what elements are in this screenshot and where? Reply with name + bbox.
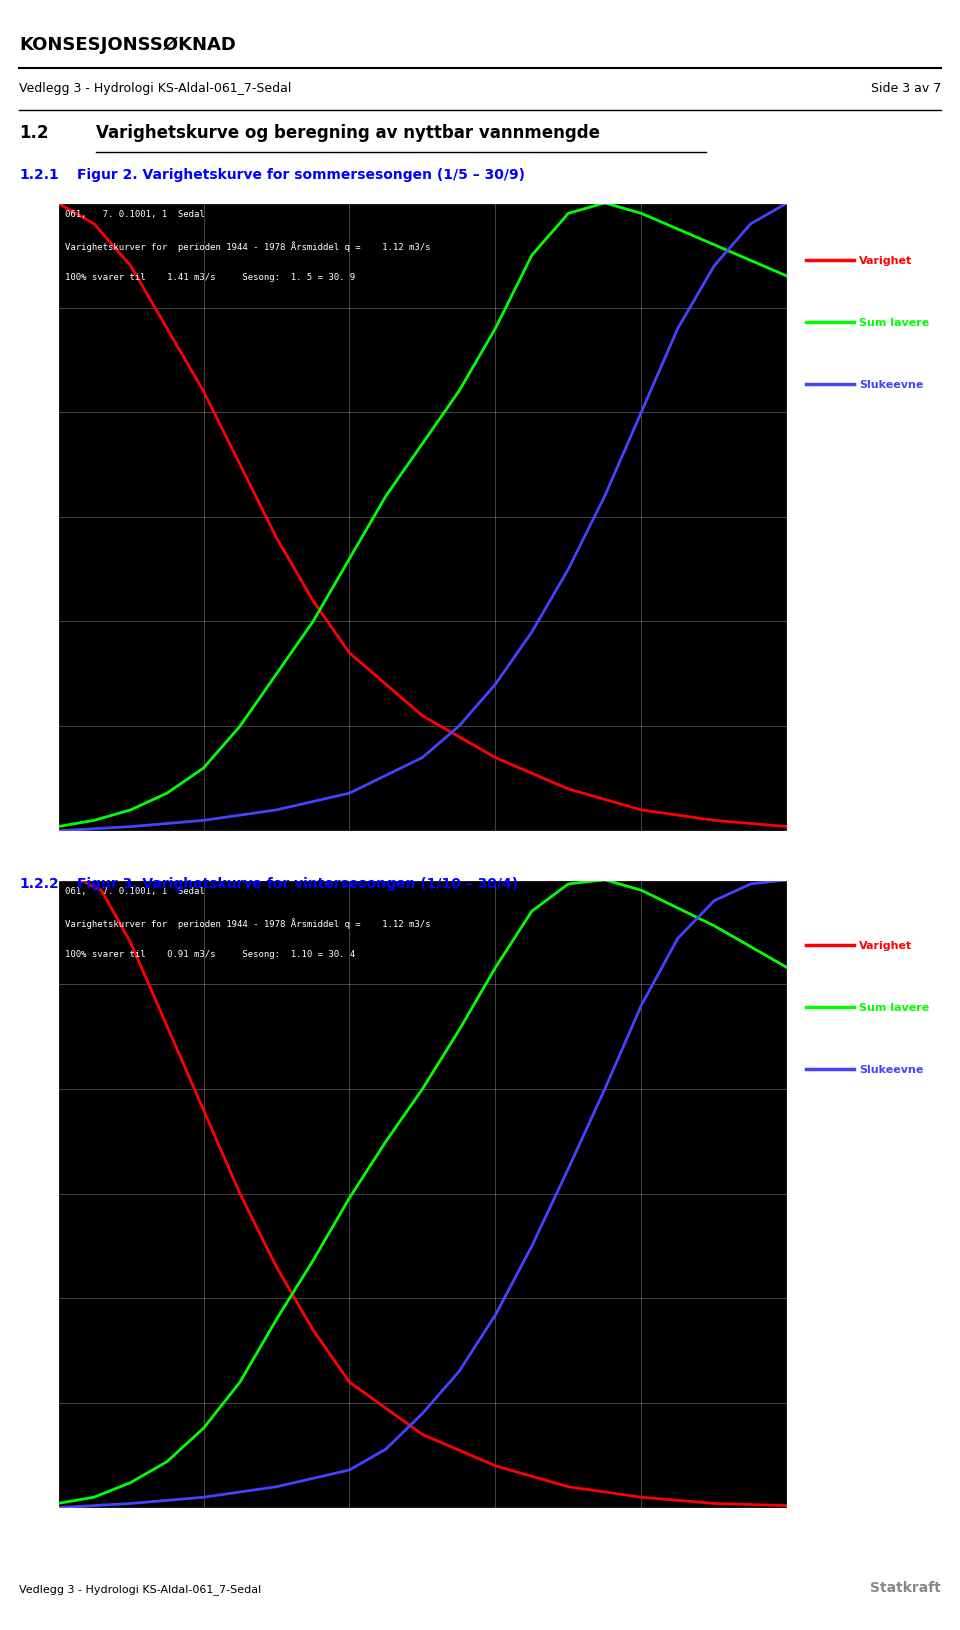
Text: Statkraft: Statkraft [870, 1579, 941, 1594]
Text: KONSESJONSSØKNAD: KONSESJONSSØKNAD [19, 36, 236, 54]
Text: 1.2: 1.2 [19, 124, 49, 142]
Text: Varighet: Varighet [859, 256, 912, 266]
Text: Varighet: Varighet [859, 941, 912, 950]
Text: Slukeevne: Slukeevne [859, 1064, 924, 1074]
Text: Slukeevne: Slukeevne [859, 380, 924, 390]
Text: 1.2.2: 1.2.2 [19, 877, 59, 892]
Text: 1.2.1: 1.2.1 [19, 168, 59, 183]
Text: 061,   7. 0.1001, 1  Sedal: 061, 7. 0.1001, 1 Sedal [65, 887, 204, 895]
Text: Side 3 av 7: Side 3 av 7 [871, 82, 941, 95]
X-axis label: Varighet (sum lavere, slukeevne) i %: Varighet (sum lavere, slukeevne) i % [332, 854, 513, 864]
Text: 061,   7. 0.1001, 1  Sedal: 061, 7. 0.1001, 1 Sedal [65, 210, 204, 218]
Text: Vedlegg 3 - Hydrologi KS-Aldal-061_7-Sedal: Vedlegg 3 - Hydrologi KS-Aldal-061_7-Sed… [19, 82, 292, 95]
Text: Sum lavere: Sum lavere [859, 318, 929, 328]
Text: Figur 3. Varighetskurve for vintersesongen (1/10 – 30/4): Figur 3. Varighetskurve for vintersesong… [77, 877, 518, 892]
X-axis label: Varighet (sum lavere, slukeevne) i %: Varighet (sum lavere, slukeevne) i % [332, 1531, 513, 1540]
Text: Varighetskurver for  perioden 1944 - 1978 Årsmiddel q =    1.12 m3/s: Varighetskurver for perioden 1944 - 1978… [65, 241, 430, 253]
Text: Figur 2. Varighetskurve for sommersesongen (1/5 – 30/9): Figur 2. Varighetskurve for sommersesong… [77, 168, 525, 183]
Text: Varighetskurve og beregning av nyttbar vannmengde: Varighetskurve og beregning av nyttbar v… [96, 124, 600, 142]
Text: Sum lavere: Sum lavere [859, 1002, 929, 1012]
Text: 100% svarer til    1.41 m3/s     Sesong:  1. 5 = 30. 9: 100% svarer til 1.41 m3/s Sesong: 1. 5 =… [65, 272, 355, 282]
Text: 100% svarer til    0.91 m3/s     Sesong:  1.10 = 30. 4: 100% svarer til 0.91 m3/s Sesong: 1.10 =… [65, 949, 355, 958]
Text: Varighetskurver for  perioden 1944 - 1978 Årsmiddel q =    1.12 m3/s: Varighetskurver for perioden 1944 - 1978… [65, 918, 430, 929]
Y-axis label: Vassføring 1 % av middelølvep: Vassføring 1 % av middelølvep [17, 1130, 27, 1258]
Y-axis label: Vassføring 1 % av middelølvep: Vassføring 1 % av middelølvep [17, 453, 27, 582]
Text: Vedlegg 3 - Hydrologi KS-Aldal-061_7-Sedal: Vedlegg 3 - Hydrologi KS-Aldal-061_7-Sed… [19, 1583, 261, 1594]
